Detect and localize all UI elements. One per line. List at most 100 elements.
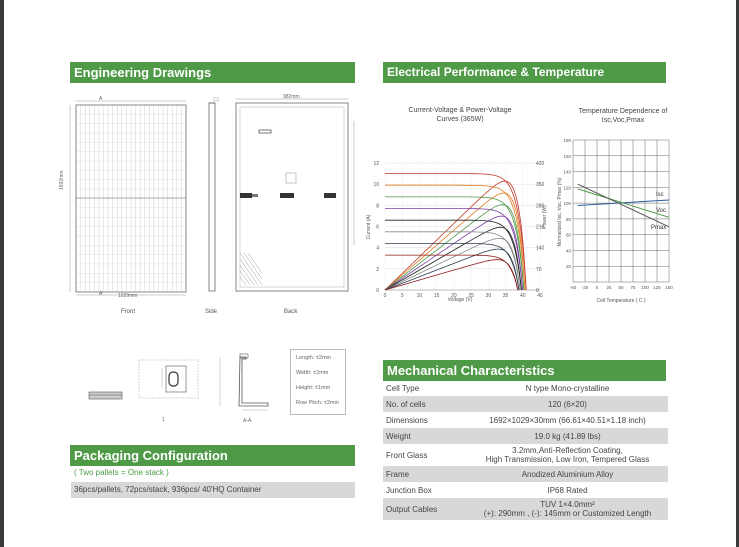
iv-current-curve <box>385 208 523 291</box>
iv-y-right-tick: 420 <box>536 161 545 167</box>
mech-key: Frame <box>383 466 467 482</box>
mech-value-line2: (+): 290mm , (-): 145mm or Customized Le… <box>483 509 652 518</box>
mech-value-line: TUV 1×4.0mm² <box>540 500 595 509</box>
temp-y-tick: 100 <box>563 201 571 206</box>
iv-y-right-tick: 0 <box>536 288 539 294</box>
iv-y-left-tick: 4 <box>376 246 379 252</box>
mech-value-line2: High Transmission, Low Iron, Tempered Gl… <box>485 455 650 464</box>
iv-current-curve <box>385 243 520 291</box>
iv-y-left-tick: 2 <box>376 267 379 273</box>
temp-x-tick: 50 <box>618 285 624 290</box>
iv-y-right-tick: 70 <box>536 267 542 273</box>
temp-x-tick: -50 <box>570 285 577 290</box>
mech-value: Anodized Aluminium Alloy <box>467 466 668 482</box>
tolerance-length: Length: ±2mm <box>296 355 332 361</box>
iv-y-left-tick: 6 <box>376 225 379 231</box>
tolerance-row-pitch: Row Pitch: ±2mm <box>296 400 340 406</box>
packaging-note: ( Two pallets = One stack ) <box>74 468 169 477</box>
right-border <box>736 0 739 547</box>
tolerance-height: Height: ±1mm <box>296 385 331 391</box>
temp-xlabel: Cell Temperature ( C ) <box>596 298 645 304</box>
iv-power-curve <box>384 259 519 291</box>
back-drawing <box>230 95 360 300</box>
iv-x-tick: 30 <box>486 293 492 299</box>
mech-value-line: 19.0 kg (41.89 lbs) <box>534 431 601 441</box>
temp-y-tick: 60 <box>566 233 572 238</box>
iv-current-curve <box>385 254 519 291</box>
packaging-row: 36pcs/pallets, 72pcs/stack, 936pcs/ 40'H… <box>71 482 355 498</box>
mounting-hole-detail <box>138 358 200 400</box>
mech-row: Weight 19.0 kg (41.89 lbs) <box>383 428 668 444</box>
iv-y-right-tick: 350 <box>536 182 545 188</box>
frame-cross-section <box>88 388 124 400</box>
temp-x-tick: 125 <box>653 285 661 290</box>
packaging-header: Packaging Configuration <box>70 445 355 466</box>
iv-x-tick: 15 <box>434 293 440 299</box>
iv-y-left-tick: 0 <box>376 288 379 294</box>
iv-power-curve <box>384 204 525 291</box>
iv-y-right-tick: 140 <box>536 246 545 252</box>
mech-row: Front Glass 3.2mm,Anti-Reflection Coating… <box>383 444 668 466</box>
mech-value: IP68 Rated <box>467 482 668 498</box>
iv-power-curve <box>384 180 527 291</box>
iv-ylabel-left: Current (A) <box>366 214 372 239</box>
front-height-dimension: 1692mm <box>59 170 65 190</box>
voc-label: Voc <box>656 208 666 214</box>
mech-row: Junction Box IP68 Rated <box>383 482 668 498</box>
mech-key: Weight <box>383 428 467 444</box>
mech-row: No. of cells 120 (6×20) <box>383 396 668 412</box>
iv-ylabel-right: Power (W) <box>542 205 548 229</box>
temp-x-tick: 25 <box>606 285 612 290</box>
iv-x-tick: 0 <box>384 293 387 299</box>
iv-x-tick: 10 <box>417 293 423 299</box>
engineering-drawings-header: Engineering Drawings <box>70 62 355 83</box>
iv-x-tick: 45 <box>537 293 543 299</box>
voc-line <box>577 188 670 218</box>
mech-value-line: Anodized Aluminium Alloy <box>521 469 614 479</box>
electrical-header: Electrical Performance & Temperature Dep… <box>383 62 666 100</box>
iv-x-tick: 5 <box>401 293 404 299</box>
mech-value-line: 120 (6×20) <box>548 399 587 409</box>
mech-key: Dimensions <box>386 415 428 425</box>
pmax-line <box>577 183 670 228</box>
iv-x-tick: 35 <box>503 293 509 299</box>
iv-x-tick: 25 <box>468 293 474 299</box>
tolerance-box: Length: ±2mm Width: ±2mm Height: ±1mm Ro… <box>290 349 346 415</box>
mech-value-line: 3.2mm,Anti-Reflection Coating, <box>512 446 623 455</box>
section-aa-drawing <box>212 353 272 413</box>
temp-y-tick: 80 <box>566 217 572 222</box>
side-label: Side <box>205 309 218 315</box>
iv-xlabel: Voltage (V) <box>448 297 473 303</box>
iv-chart-title: Current-Voltage & Power-Voltage Curves (… <box>408 107 512 123</box>
iv-current-curve <box>385 184 526 291</box>
mechanical-header: Mechanical Characteristics <box>383 360 666 381</box>
iv-current-curve <box>385 231 521 291</box>
temp-y-tick: 140 <box>563 170 571 175</box>
iv-power-curve <box>384 237 521 291</box>
mech-key: Output Cables <box>383 498 467 520</box>
mech-value-line: IP68 Rated <box>547 485 588 495</box>
temp-y-tick: 180 <box>563 138 571 143</box>
mech-value-line: 1692×1029×30mm (66.61×40.51×1.18 inch) <box>489 415 646 425</box>
tolerance-width: Width: ±2mm <box>296 370 329 376</box>
temp-x-tick: 100 <box>641 285 649 290</box>
temp-y-tick: 20 <box>566 264 572 269</box>
iv-y-left-tick: 10 <box>373 182 379 188</box>
temp-x-tick: 150 <box>665 285 673 290</box>
mech-key: Junction Box <box>386 485 432 495</box>
mech-value: 19.0 kg (41.89 lbs) <box>467 428 668 444</box>
mech-value-line: N type Mono-crystalline <box>525 383 610 393</box>
iv-current-curve <box>385 196 525 291</box>
mech-key: No. of cells <box>383 396 467 412</box>
iv-y-left-tick: 8 <box>376 203 379 209</box>
iv-chart: 0 5 10 15 20 25 30 35 40 450246810120701402102803… <box>366 161 548 303</box>
iv-x-tick: 20 <box>451 293 457 299</box>
temp-x-tick: 75 <box>630 285 636 290</box>
temp-x-tick: -25 <box>582 285 589 290</box>
mech-row: Output Cables TUV 1×4.0mm² (+): 290mm , (-… <box>383 498 668 520</box>
iv-power-curve <box>384 248 520 291</box>
temp-y-tick: 160 <box>563 154 571 159</box>
back-label: Back <box>284 309 298 315</box>
section-mark-top: A <box>99 96 103 102</box>
mech-value: 3.2mm,Anti-Reflection Coating, High Trans… <box>467 444 668 466</box>
